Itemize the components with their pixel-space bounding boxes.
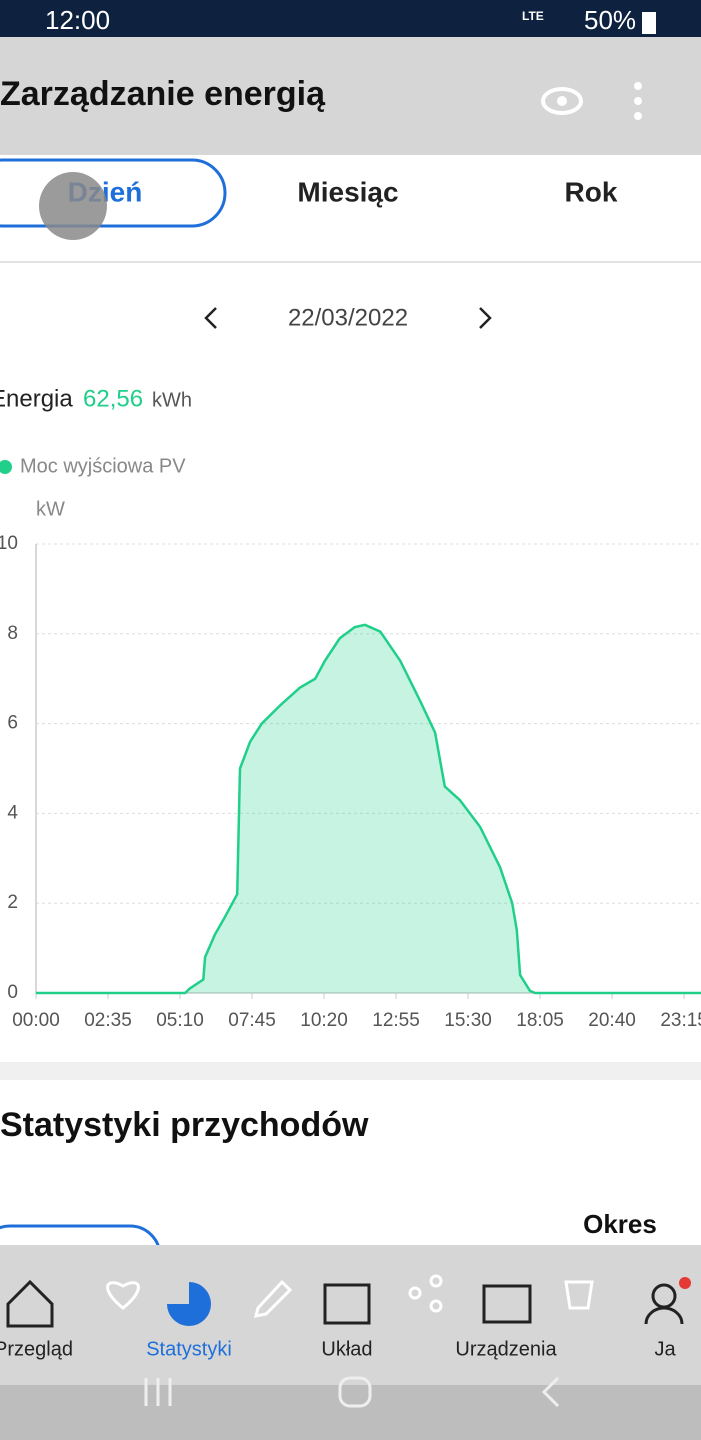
app-header bbox=[0, 37, 701, 155]
ghost-icon bbox=[106, 1281, 140, 1310]
x-tick-label: 15:30 bbox=[444, 1010, 492, 1031]
section-period: Okres bbox=[583, 1209, 657, 1239]
y-tick-label: 10 bbox=[0, 533, 18, 554]
screenshot-overlay[interactable] bbox=[39, 172, 107, 240]
eye-pupil bbox=[557, 96, 567, 106]
content bbox=[0, 155, 701, 1062]
battery-icon bbox=[642, 12, 656, 34]
y-tick-label: 4 bbox=[7, 802, 18, 823]
x-tick-label: 00:00 bbox=[12, 1010, 60, 1031]
x-tick-label: 07:45 bbox=[228, 1010, 276, 1031]
x-tick-label: 02:35 bbox=[84, 1010, 132, 1031]
x-tick-label: 12:55 bbox=[372, 1010, 420, 1031]
ghost-icon bbox=[564, 1280, 594, 1310]
status-battery: 50% bbox=[584, 5, 636, 35]
bottom-nav bbox=[0, 1245, 701, 1385]
date: 22/03/2022 bbox=[288, 304, 408, 331]
header-title: Zarządzanie energią bbox=[0, 75, 326, 113]
tab[interactable]: Rok bbox=[565, 176, 618, 207]
nav-label[interactable]: Układ bbox=[321, 1338, 372, 1360]
status-bar bbox=[0, 0, 701, 37]
ghost-icon bbox=[408, 1274, 443, 1313]
y-tick-label: 8 bbox=[7, 623, 18, 644]
x-tick-label: 23:15 bbox=[660, 1010, 701, 1031]
section-gap bbox=[0, 1062, 701, 1080]
tab[interactable]: Miesiąc bbox=[297, 176, 398, 207]
legend-label: Moc wyjściowa PV bbox=[20, 455, 186, 477]
y-tick-label: 0 bbox=[7, 982, 18, 1003]
system-nav bbox=[0, 1385, 701, 1440]
line bbox=[36, 623, 701, 995]
nav-icon[interactable] bbox=[482, 1284, 532, 1324]
more-icon[interactable] bbox=[634, 82, 642, 120]
nav-label[interactable]: Przegląd bbox=[0, 1338, 73, 1360]
energy-label: Energia bbox=[0, 385, 73, 412]
nav-label[interactable]: Ja bbox=[654, 1338, 676, 1360]
legend-marker bbox=[0, 460, 12, 474]
nav-label[interactable]: Urządzenia bbox=[455, 1338, 557, 1360]
x-tick-label: 05:10 bbox=[156, 1010, 204, 1031]
system-buttons[interactable] bbox=[144, 1376, 560, 1408]
status-network: LTE bbox=[522, 9, 544, 23]
y-axis-label: kW bbox=[36, 498, 65, 520]
status-time: 12:00 bbox=[45, 5, 110, 35]
x-tick-label: 20:40 bbox=[588, 1010, 636, 1031]
energy-value: 62,56 bbox=[83, 385, 143, 412]
prev-date[interactable] bbox=[204, 307, 217, 329]
x-tick-label: 18:05 bbox=[516, 1010, 564, 1031]
badge bbox=[679, 1277, 691, 1289]
y-tick-label: 2 bbox=[7, 892, 18, 913]
nav-icon[interactable] bbox=[323, 1283, 371, 1325]
eye-icon[interactable] bbox=[541, 87, 583, 115]
y-tick-label: 6 bbox=[7, 713, 18, 734]
next-date[interactable] bbox=[479, 307, 492, 329]
x-tick-label: 10:20 bbox=[300, 1010, 348, 1031]
section bbox=[0, 1080, 701, 1245]
nav-icon[interactable] bbox=[6, 1279, 54, 1328]
area bbox=[36, 624, 701, 993]
nav-icon[interactable] bbox=[167, 1282, 211, 1326]
energy-unit: kWh bbox=[152, 389, 192, 411]
section-title: Statystyki przychodów bbox=[0, 1106, 369, 1144]
ghost-icon bbox=[253, 1279, 293, 1318]
nav-icon bbox=[644, 1306, 684, 1325]
nav-label[interactable]: Statystyki bbox=[146, 1338, 232, 1360]
plot: 0 2 4 6 8 10 00:00 02:35 05:10 07:45 10:20 12:55 15:… bbox=[0, 533, 701, 1031]
